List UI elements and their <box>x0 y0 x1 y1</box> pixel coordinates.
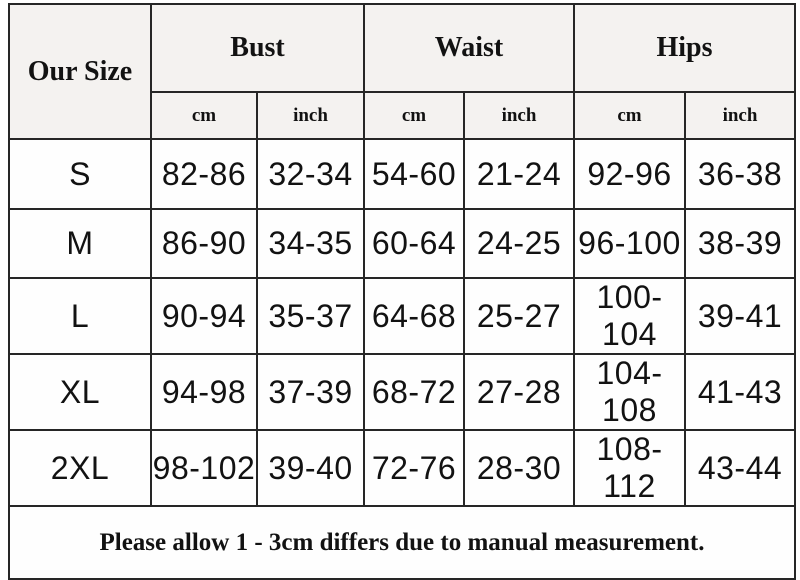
table-row-size-l: L 90-94 35-37 64-68 25-27 100-104 39-41 <box>8 277 796 355</box>
group-header-bust: Bust <box>150 3 365 93</box>
waist-cm-value: 72-76 <box>363 429 465 507</box>
table-row-size-m: M 86-90 34-35 60-64 24-25 96-100 38-39 <box>8 208 796 279</box>
bust-inch-value: 35-37 <box>256 277 365 355</box>
hips-cm-value: 92-96 <box>573 138 686 210</box>
hips-cm-value: 108-112 <box>573 429 686 507</box>
table-row-size-2xl: 2XL 98-102 39-40 72-76 28-30 108-112 43-… <box>8 429 796 507</box>
hips-cm-value: 96-100 <box>573 208 686 279</box>
hips-inch-value: 38-39 <box>684 208 796 279</box>
hips-cm-value: 104-108 <box>573 353 686 431</box>
header-unit-row: cm inch cm inch cm inch <box>9 91 796 140</box>
size-chart-table: Our Size Bust Waist Hips cm inch cm inch… <box>8 3 796 580</box>
waist-inch-value: 25-27 <box>463 277 575 355</box>
waist-inch-value: 21-24 <box>463 138 575 210</box>
size-label: L <box>8 277 152 355</box>
size-chart: Our Size Bust Waist Hips cm inch cm inch… <box>8 3 796 580</box>
corner-header-our-size: Our Size <box>8 3 152 140</box>
bust-cm-value: 90-94 <box>150 277 258 355</box>
hips-inch-value: 41-43 <box>684 353 796 431</box>
hips-inch-value: 39-41 <box>684 277 796 355</box>
unit-header-hips-cm: cm <box>573 91 686 140</box>
bust-cm-value: 86-90 <box>150 208 258 279</box>
table-row-size-xl: XL 94-98 37-39 68-72 27-28 104-108 41-43 <box>8 353 796 431</box>
bust-cm-value: 82-86 <box>150 138 258 210</box>
group-header-waist: Waist <box>363 3 575 93</box>
unit-header-waist-cm: cm <box>363 91 465 140</box>
waist-inch-value: 28-30 <box>463 429 575 507</box>
waist-cm-value: 64-68 <box>363 277 465 355</box>
waist-cm-value: 54-60 <box>363 138 465 210</box>
bust-cm-value: 98-102 <box>150 429 258 507</box>
waist-inch-value: 27-28 <box>463 353 575 431</box>
size-label: XL <box>8 353 152 431</box>
unit-header-bust-cm: cm <box>150 91 258 140</box>
bust-cm-value: 94-98 <box>150 353 258 431</box>
waist-cm-value: 68-72 <box>363 353 465 431</box>
table-note-row: Please allow 1 - 3cm differs due to manu… <box>8 505 796 580</box>
size-label: 2XL <box>8 429 152 507</box>
unit-header-bust-inch: inch <box>256 91 365 140</box>
group-header-hips: Hips <box>573 3 796 93</box>
bust-inch-value: 34-35 <box>256 208 365 279</box>
hips-inch-value: 36-38 <box>684 138 796 210</box>
unit-header-hips-inch: inch <box>684 91 796 140</box>
bust-inch-value: 37-39 <box>256 353 365 431</box>
waist-cm-value: 60-64 <box>363 208 465 279</box>
bust-inch-value: 39-40 <box>256 429 365 507</box>
size-label: S <box>8 138 152 210</box>
bust-inch-value: 32-34 <box>256 138 365 210</box>
header-group-row: Our Size Bust Waist Hips <box>8 3 796 140</box>
waist-inch-value: 24-25 <box>463 208 575 279</box>
measurement-note: Please allow 1 - 3cm differs due to manu… <box>8 505 796 580</box>
hips-inch-value: 43-44 <box>684 429 796 507</box>
unit-header-waist-inch: inch <box>463 91 575 140</box>
hips-cm-value: 100-104 <box>573 277 686 355</box>
size-label: M <box>8 208 152 279</box>
table-row-size-s: S 82-86 32-34 54-60 21-24 92-96 36-38 <box>8 138 796 210</box>
